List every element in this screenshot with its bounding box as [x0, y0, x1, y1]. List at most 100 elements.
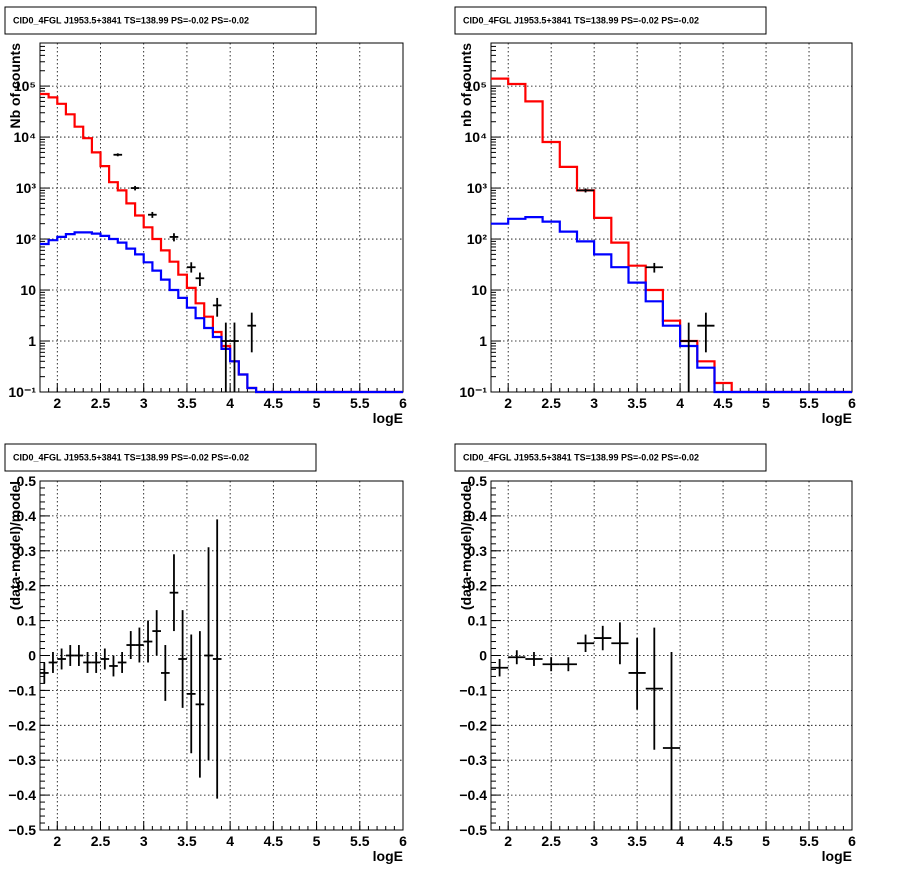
- data-point: [212, 519, 222, 799]
- x-tick-label: 2: [504, 395, 512, 411]
- data-point: [169, 233, 179, 242]
- data-point: [195, 631, 205, 778]
- y-tick-label: 0.2: [468, 578, 488, 594]
- x-axis-label: logE: [822, 848, 852, 864]
- chart-title: CID0_4FGL J1953.5+3841 TS=138.99 PS=-0.0…: [463, 16, 699, 26]
- data-point: [113, 153, 123, 157]
- data-point: [697, 312, 715, 353]
- x-tick-label: 5: [313, 833, 321, 849]
- x-axis-label: logE: [822, 410, 852, 426]
- data-point: [65, 645, 75, 666]
- y-tick-label: 10²: [467, 231, 488, 247]
- y-axis-label: Nb of counts: [7, 43, 23, 129]
- y-tick-label: 10⁵: [14, 78, 36, 94]
- y-tick-label: 10³: [467, 180, 488, 196]
- data-point: [169, 554, 179, 632]
- y-tick-label: −0.1: [8, 682, 36, 698]
- x-tick-label: 3: [140, 395, 148, 411]
- y-tick-label: 0.1: [468, 613, 488, 629]
- y-tick-label: 0: [479, 648, 487, 664]
- y-axis-label: nb of counts: [458, 43, 474, 127]
- y-tick-label: 10³: [16, 180, 37, 196]
- x-tick-label: 5.5: [350, 395, 370, 411]
- x-tick-label: 6: [399, 395, 407, 411]
- x-tick-label: 4.5: [713, 833, 733, 849]
- data-point: [576, 188, 595, 193]
- y-tick-label: −0.5: [8, 822, 36, 838]
- y-tick-label: 0.5: [17, 473, 37, 489]
- x-tick-label: 5.5: [799, 395, 819, 411]
- data-point: [576, 634, 595, 653]
- x-tick-label: 2.5: [91, 395, 111, 411]
- data-point: [662, 652, 681, 830]
- x-tick-label: 5: [762, 833, 770, 849]
- x-tick-label: 2: [53, 833, 61, 849]
- title-box: [454, 443, 767, 472]
- data-point: [135, 627, 144, 663]
- x-tick-label: 2: [53, 395, 61, 411]
- y-tick-label: −0.3: [8, 752, 36, 768]
- data-point: [611, 622, 629, 665]
- data-point: [525, 652, 543, 666]
- panel-top-right: CID0_4FGL J1953.5+3841 TS=138.99 PS=-0.0…: [454, 6, 856, 426]
- x-tick-label: 2: [504, 833, 512, 849]
- x-tick-label: 2.5: [541, 395, 561, 411]
- y-tick-label: −0.4: [8, 787, 36, 803]
- data-point: [204, 547, 213, 761]
- x-tick-label: 5.5: [350, 833, 370, 849]
- data-point: [645, 262, 663, 273]
- y-tick-label: −0.2: [8, 717, 36, 733]
- y-tick-label: −0.1: [459, 682, 487, 698]
- data-point: [594, 625, 612, 651]
- y-tick-label: 10: [20, 282, 36, 298]
- y-axis-label: (data-model)/model: [458, 481, 474, 610]
- y-tick-label: 0.1: [17, 613, 37, 629]
- data-point: [212, 297, 222, 317]
- data-point: [491, 658, 509, 677]
- x-tick-label: 4.5: [264, 833, 284, 849]
- data-point: [91, 652, 101, 673]
- data-point: [186, 634, 196, 754]
- x-tick-label: 4: [676, 833, 684, 849]
- x-tick-label: 6: [848, 395, 856, 411]
- y-tick-label: −0.5: [459, 822, 487, 838]
- data-point: [130, 185, 140, 191]
- y-tick-label: 0.2: [17, 578, 37, 594]
- x-tick-label: 2.5: [541, 833, 561, 849]
- chart-title: CID0_4FGL J1953.5+3841 TS=138.99 PS=-0.0…: [13, 453, 249, 463]
- y-tick-label: 0.3: [17, 543, 37, 559]
- y-tick-label: 0.5: [468, 473, 488, 489]
- x-axis-label: logE: [373, 410, 403, 426]
- series-step-line: [491, 216, 852, 394]
- data-point: [48, 652, 58, 673]
- x-tick-label: 4: [226, 833, 234, 849]
- data-point: [508, 650, 526, 665]
- data-point: [645, 627, 663, 750]
- data-point: [148, 211, 157, 218]
- x-tick-label: 3.5: [627, 395, 647, 411]
- y-tick-label: 10⁵: [465, 78, 487, 94]
- y-tick-label: −0.4: [459, 787, 487, 803]
- x-tick-label: 6: [848, 833, 856, 849]
- data-point: [100, 648, 110, 670]
- x-tick-label: 4: [676, 395, 684, 411]
- plot-frame: [490, 42, 853, 393]
- data-point: [230, 322, 239, 392]
- data-point: [74, 645, 84, 666]
- y-tick-label: 10: [471, 282, 487, 298]
- x-tick-label: 4: [226, 395, 234, 411]
- data-point: [143, 620, 153, 663]
- data-point: [126, 631, 136, 659]
- x-tick-label: 3: [140, 833, 148, 849]
- panel-top-left: CID0_4FGL J1953.5+3841 TS=138.99 PS=-0.0…: [4, 6, 407, 426]
- title-box: [454, 6, 767, 35]
- x-tick-label: 5: [762, 395, 770, 411]
- data-point: [117, 652, 127, 673]
- series-step-line: [40, 231, 403, 394]
- y-tick-label: 1: [479, 333, 487, 349]
- x-tick-label: 5: [313, 395, 321, 411]
- panel-bottom-right: CID0_4FGL J1953.5+3841 TS=138.99 PS=-0.0…: [454, 443, 856, 864]
- x-tick-label: 5.5: [799, 833, 819, 849]
- data-point: [247, 312, 257, 353]
